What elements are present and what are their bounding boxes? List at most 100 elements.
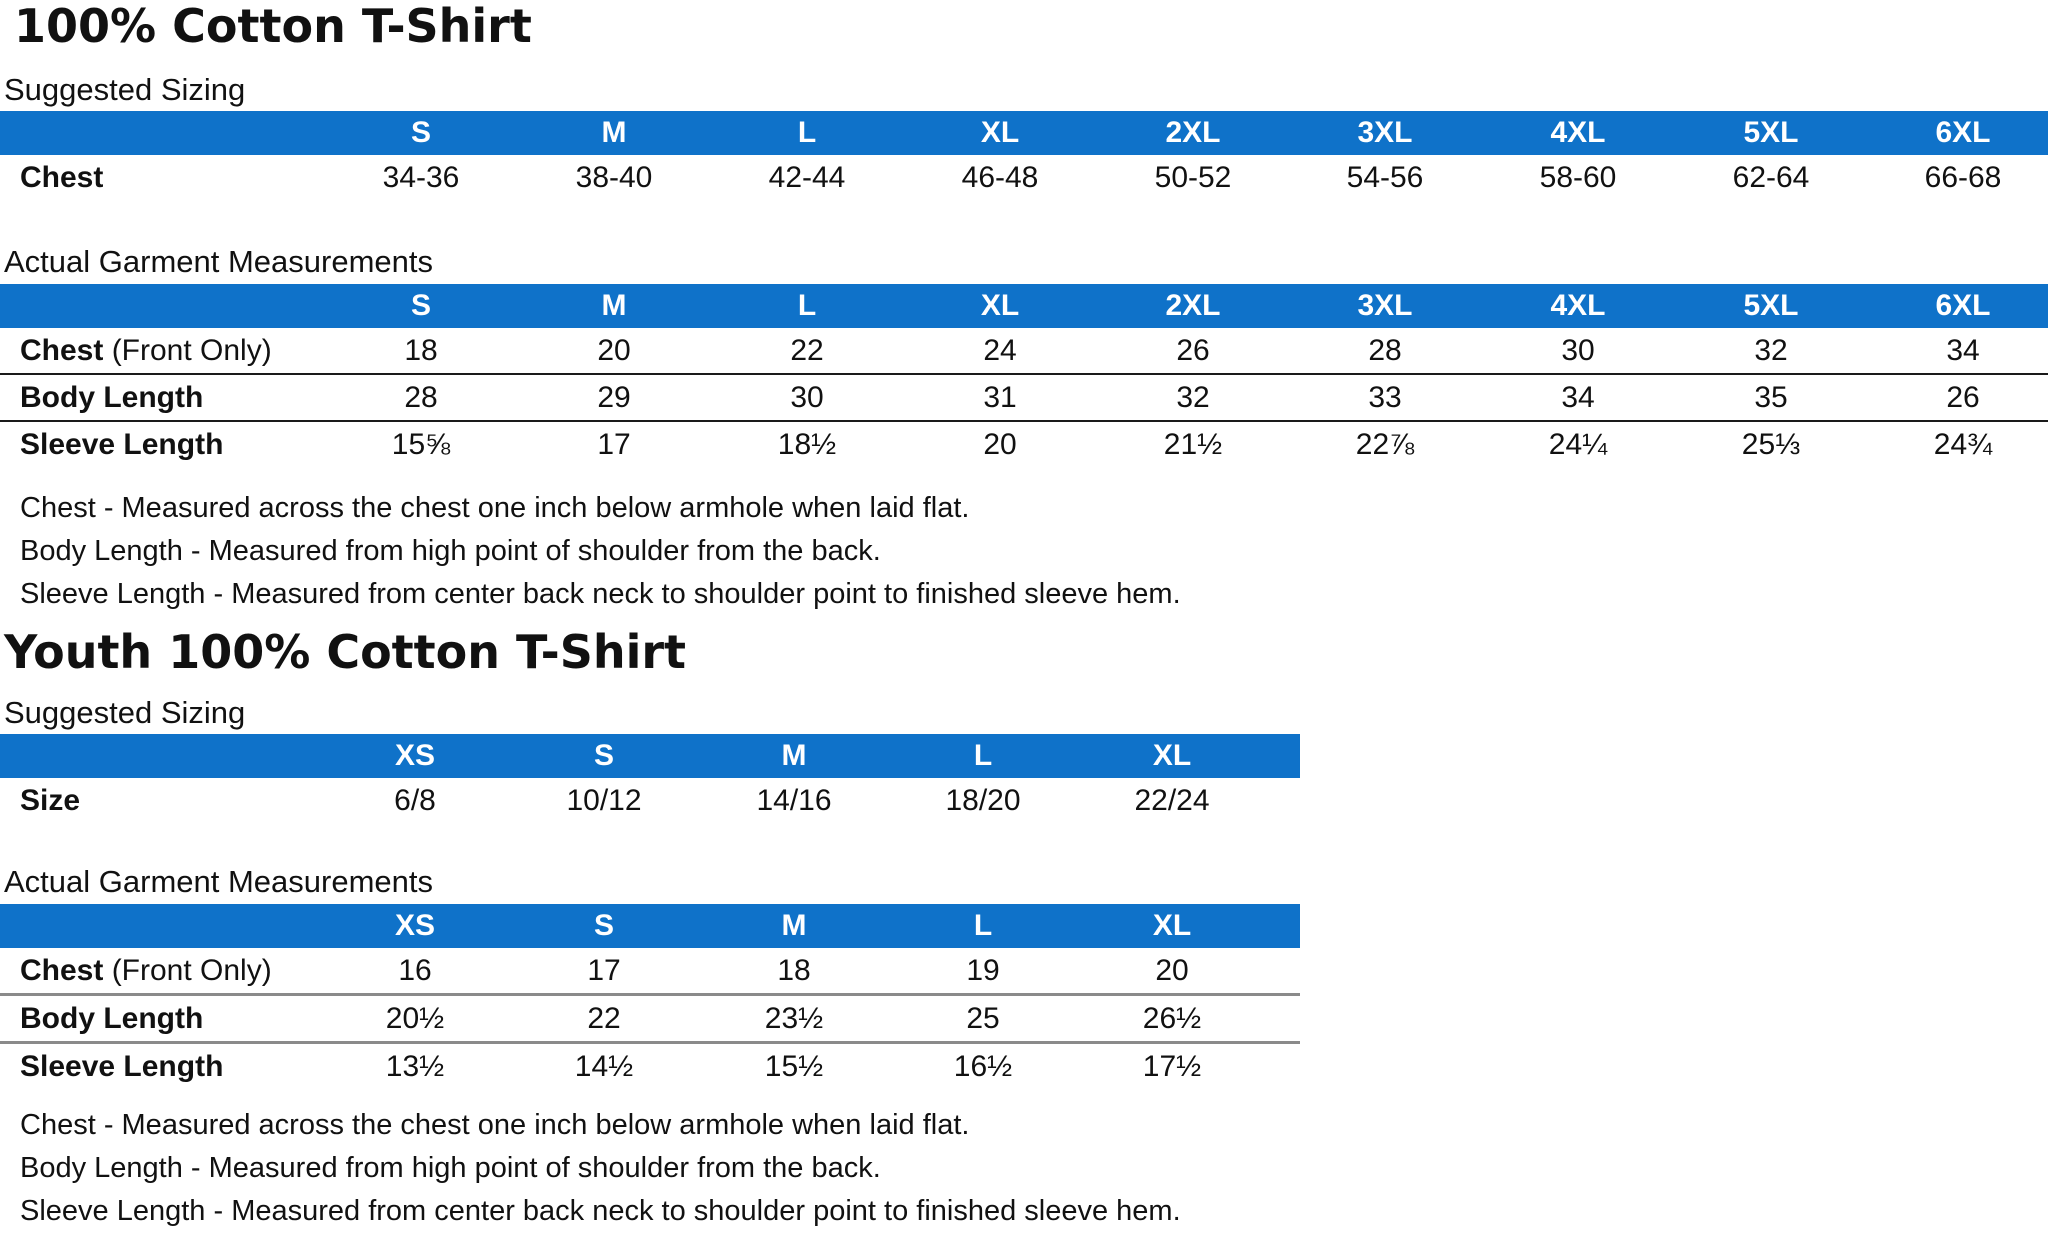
table-cell: 35 (1754, 381, 1788, 414)
row-label: Body Length (20, 996, 203, 1041)
table-cell: 26½ (1142, 1002, 1202, 1035)
size-header-cell: XL (1152, 739, 1192, 772)
row-label-text: Body Length (20, 381, 204, 414)
table-cell: 50-52 (1154, 161, 1232, 194)
table-cell: 28 (404, 381, 438, 414)
row-label-suffix: (Front Only) (103, 954, 272, 987)
measurement-note: Chest - Measured across the chest one in… (20, 492, 970, 524)
table-cell: 34-36 (382, 161, 460, 194)
measurement-note: Sleeve Length - Measured from center bac… (20, 578, 1181, 610)
table-cell: 28 (1368, 334, 1402, 367)
size-header-cell: L (973, 909, 993, 942)
table-cell: 29 (597, 381, 631, 414)
youth-suggested-heading: Suggested Sizing (4, 695, 246, 730)
table-cell: 46-48 (961, 161, 1039, 194)
size-header-cell: S (410, 116, 432, 149)
measurement-note: Sleeve Length - Measured from center bac… (20, 1195, 1181, 1227)
adult-actual-heading: Actual Garment Measurements (4, 244, 434, 279)
table-cell: 18 (404, 334, 438, 367)
size-header-row: XS S M L XL (0, 734, 1300, 778)
adult-title: 100% Cotton T-Shirt (14, 0, 532, 53)
table-row: Body Length 28 29 30 31 32 33 34 35 26 (0, 375, 2048, 422)
table-cell: 30 (1561, 334, 1595, 367)
size-header-row: XS S M L XL (0, 904, 1300, 948)
table-cell: 32 (1754, 334, 1788, 367)
size-header-cell: 4XL (1550, 289, 1606, 322)
table-cell: 31 (983, 381, 1017, 414)
row-label: Chest (Front Only) (20, 328, 272, 373)
youth-actual-table: XS S M L XL Chest (Front Only) 16 17 18 … (0, 904, 1300, 1089)
size-header-cell: XS (394, 739, 436, 772)
table-cell: 20½ (385, 1002, 445, 1035)
table-cell: 24¼ (1548, 428, 1608, 461)
table-cell: 23½ (764, 1002, 824, 1035)
table-cell: 26 (1176, 334, 1210, 367)
size-header-cell: 3XL (1357, 289, 1413, 322)
table-cell: 26 (1946, 381, 1980, 414)
table-cell: 17 (597, 428, 631, 461)
size-header-cell: 3XL (1357, 116, 1413, 149)
row-label: Chest (Front Only) (20, 948, 272, 993)
size-header-cell: S (593, 909, 615, 942)
size-header-cell: S (593, 739, 615, 772)
table-cell: 6/8 (394, 784, 436, 817)
size-header-cell: 4XL (1550, 116, 1606, 149)
table-cell: 14½ (574, 1050, 634, 1083)
youth-suggested-table: XS S M L XL Size 6/8 10/12 14/16 18/20 2… (0, 734, 1300, 823)
row-label: Chest (20, 155, 103, 200)
table-cell: 20 (983, 428, 1017, 461)
table-cell: 18 (777, 954, 811, 987)
table-cell: 15⅝ (391, 428, 451, 461)
size-header-cell: 5XL (1743, 289, 1799, 322)
row-label-text: Sleeve Length (20, 1050, 224, 1083)
size-header-row: S M L XL 2XL 3XL 4XL 5XL 6XL (0, 284, 2048, 328)
table-cell: 24 (983, 334, 1017, 367)
table-row: Size 6/8 10/12 14/16 18/20 22/24 (0, 778, 1300, 823)
table-cell: 18/20 (945, 784, 1021, 817)
adult-suggested-table: S M L XL 2XL 3XL 4XL 5XL 6XL Chest 34-36… (0, 111, 2048, 200)
table-cell: 32 (1176, 381, 1210, 414)
youth-actual-heading: Actual Garment Measurements (4, 864, 434, 899)
size-header-cell: M (781, 739, 807, 772)
size-header-cell: 2XL (1165, 289, 1221, 322)
row-label-suffix: (Front Only) (103, 334, 272, 367)
table-cell: 24¾ (1933, 428, 1993, 461)
size-header-cell: 5XL (1743, 116, 1799, 149)
table-cell: 38-40 (575, 161, 653, 194)
table-cell: 19 (966, 954, 1000, 987)
row-label-text: Chest (20, 161, 104, 194)
table-cell: 17½ (1142, 1050, 1202, 1083)
youth-notes: Chest - Measured across the chest one in… (20, 1104, 1181, 1233)
table-cell: 66-68 (1924, 161, 2002, 194)
table-cell: 10/12 (566, 784, 642, 817)
row-label-text: Sleeve Length (20, 428, 224, 461)
table-cell: 18½ (777, 428, 837, 461)
size-header-cell: XL (980, 116, 1020, 149)
youth-title: Youth 100% Cotton T-Shirt (4, 625, 687, 679)
table-cell: 16 (398, 954, 432, 987)
table-cell: 13½ (385, 1050, 445, 1083)
size-header-cell: 6XL (1935, 116, 1991, 149)
row-label-text: Chest (20, 334, 104, 367)
table-cell: 22 (587, 1002, 621, 1035)
table-row: Body Length 20½ 22 23½ 25 26½ (0, 996, 1300, 1044)
measurement-note: Body Length - Measured from high point o… (20, 1152, 881, 1184)
table-cell: 16½ (953, 1050, 1013, 1083)
size-header-cell: M (781, 909, 807, 942)
size-header-cell: XL (1152, 909, 1192, 942)
size-header-cell: XS (394, 909, 436, 942)
size-header-row: S M L XL 2XL 3XL 4XL 5XL 6XL (0, 111, 2048, 155)
table-row: Chest (Front Only) 16 17 18 19 20 (0, 948, 1300, 996)
table-cell: 42-44 (768, 161, 846, 194)
table-cell: 54-56 (1346, 161, 1424, 194)
table-cell: 25⅓ (1741, 428, 1801, 461)
measurement-note: Body Length - Measured from high point o… (20, 535, 881, 567)
row-label-text: Body Length (20, 1002, 204, 1035)
size-header-cell: M (601, 289, 627, 322)
table-row: Chest (Front Only) 18 20 22 24 26 28 30 … (0, 328, 2048, 375)
adult-actual-table: S M L XL 2XL 3XL 4XL 5XL 6XL Chest (Fron… (0, 284, 2048, 467)
table-cell: 62-64 (1732, 161, 1810, 194)
table-cell: 15½ (764, 1050, 824, 1083)
table-cell: 33 (1368, 381, 1402, 414)
row-label-text: Chest (20, 954, 104, 987)
